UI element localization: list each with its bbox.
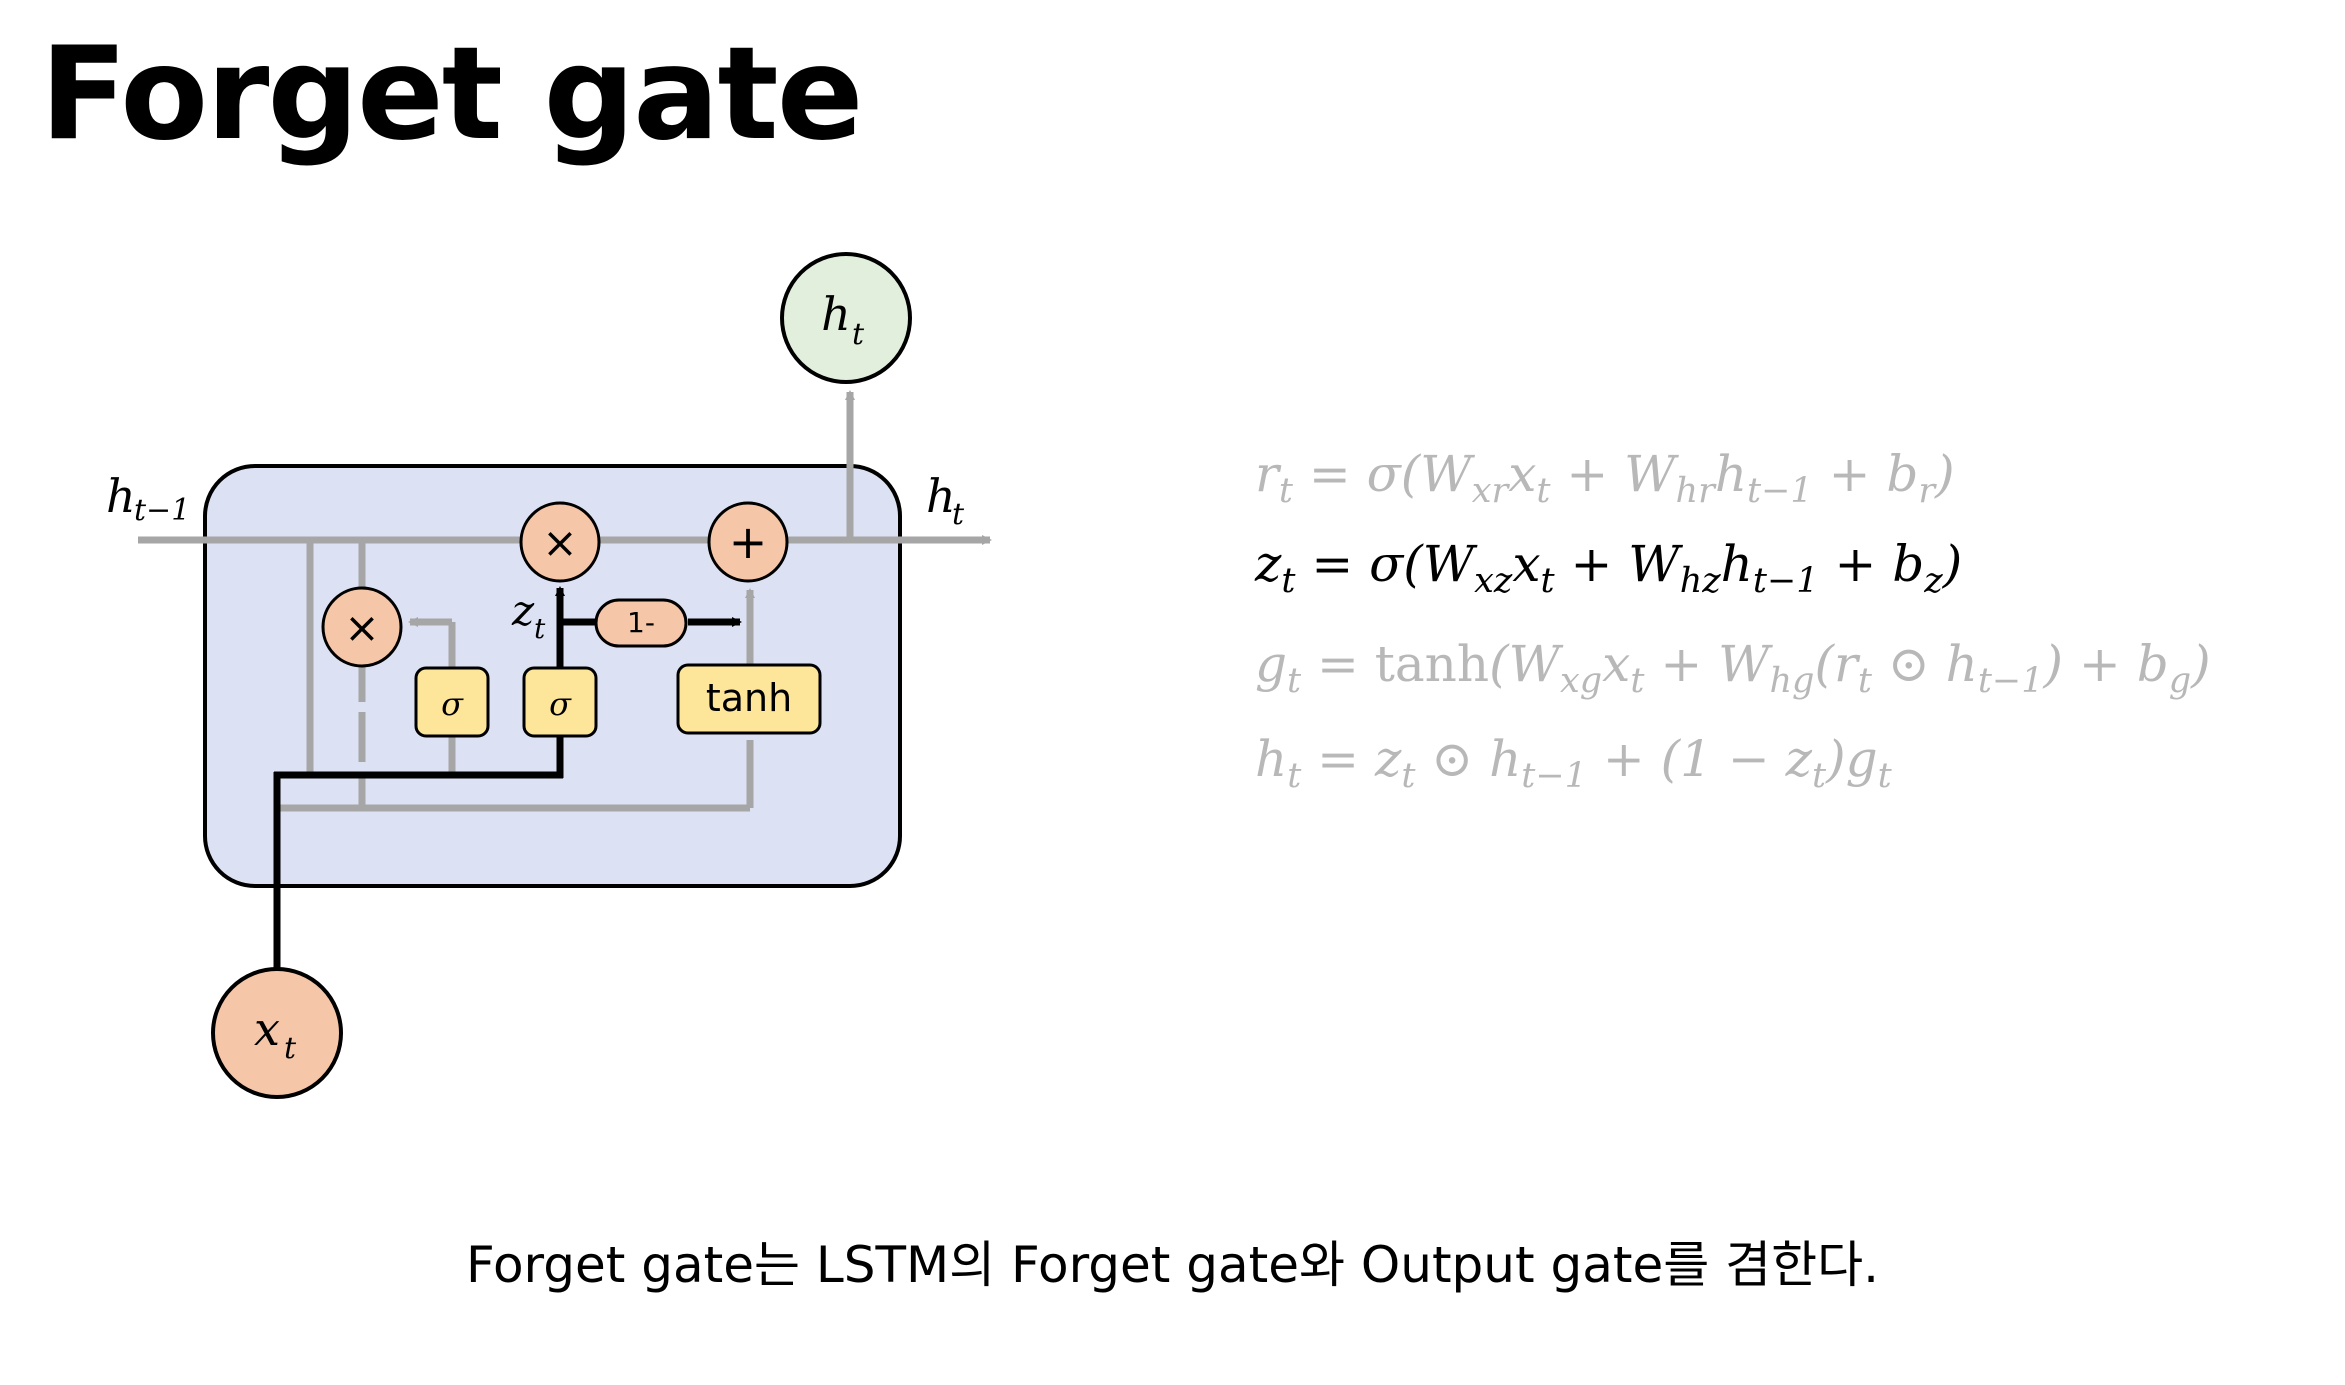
page-title: Forget gate: [40, 20, 863, 169]
multiply-node-reset: ×: [321, 586, 403, 668]
tanh-gate: tanh: [676, 663, 822, 735]
svg-text:+: +: [729, 515, 768, 569]
svg-text:×: ×: [344, 603, 379, 652]
svg-text:z: z: [511, 586, 535, 635]
equation-update-gate: zt = σ(Wxzxt + Whzht−1 + bz): [1255, 535, 1963, 601]
equation-hidden-state: ht = zt ⊙ ht−1 + (1 − zt)gt: [1255, 730, 1892, 796]
svg-text:t: t: [534, 612, 546, 645]
svg-text:h: h: [106, 469, 136, 523]
multiply-node-update: ×: [519, 501, 601, 583]
svg-text:t−1: t−1: [134, 493, 190, 528]
one-minus-node: 1-: [594, 598, 688, 648]
equation-reset-gate: rt = σ(Wxrxt + Whrht−1 + br): [1255, 445, 1955, 511]
svg-text:t: t: [952, 497, 965, 532]
svg-text:1-: 1-: [627, 606, 655, 639]
svg-text:t: t: [284, 1031, 297, 1066]
svg-text:t: t: [852, 317, 865, 352]
black-connections: [273, 586, 742, 970]
hidden-output-node: h t: [780, 252, 912, 384]
svg-text:tanh: tanh: [706, 676, 792, 720]
sigma-gate-reset: σ: [414, 666, 490, 738]
sigma-gate-update: σ: [522, 666, 598, 738]
svg-text:x: x: [254, 1002, 280, 1056]
label-h-prev: h t−1: [106, 469, 190, 528]
svg-text:σ: σ: [441, 685, 464, 723]
svg-text:σ: σ: [549, 685, 572, 723]
caption: Forget gate는 LSTM의 Forget gate와 Output g…: [465, 1236, 1880, 1294]
gru-cell-diagram: σ σ tanh 1- × × + h t x t h t−1: [106, 252, 992, 1099]
add-node: +: [707, 501, 789, 583]
equation-candidate: gt = tanh(Wxgxt + Whg(rt ⊙ ht−1) + bg): [1255, 635, 2211, 701]
svg-text:×: ×: [542, 518, 577, 567]
input-node: x t: [211, 967, 343, 1099]
svg-text:h: h: [926, 469, 956, 523]
label-h-out: h t: [926, 469, 965, 532]
label-z: z t: [511, 586, 546, 645]
svg-text:h: h: [821, 287, 851, 341]
